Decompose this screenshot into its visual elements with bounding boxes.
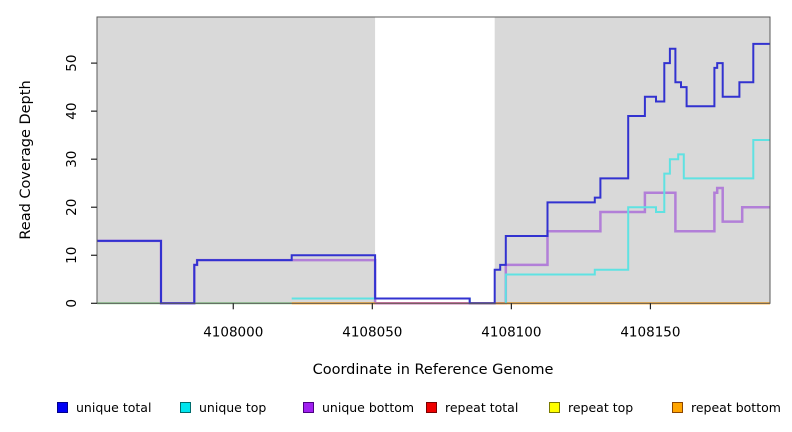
y-tick-label: 50 xyxy=(64,55,80,72)
legend-swatch-icon xyxy=(57,402,68,413)
legend-item-repeat-top: repeat top xyxy=(549,400,633,415)
x-tick-label: 4108000 xyxy=(203,324,263,340)
x-axis-label: Coordinate in Reference Genome xyxy=(312,362,554,378)
x-tick-label: 4108150 xyxy=(620,324,680,340)
legend-label: unique top xyxy=(199,400,267,415)
y-tick-label: 40 xyxy=(64,103,80,120)
legend-swatch-icon xyxy=(426,402,437,413)
gap-band xyxy=(375,17,495,304)
legend-swatch-icon xyxy=(672,402,683,413)
legend-item-repeat-total: repeat total xyxy=(426,400,518,415)
y-axis-label: Read Coverage Depth xyxy=(18,80,34,240)
legend-item-unique-total: unique total xyxy=(57,400,151,415)
legend-item-repeat-bottom: repeat bottom xyxy=(672,400,781,415)
x-tick-label: 4108100 xyxy=(481,324,541,340)
x-tick-label: 4108050 xyxy=(342,324,402,340)
series-line-unique-top xyxy=(504,139,770,304)
legend-label: repeat top xyxy=(568,400,634,415)
plot-border xyxy=(96,16,771,304)
legend-label: repeat bottom xyxy=(691,400,781,415)
y-tick-label: 10 xyxy=(64,247,80,264)
legend-label: unique bottom xyxy=(322,400,415,415)
chart-canvas: 4108000 4108050 4108100 4108150 0 10 20 30 40 50 xyxy=(64,16,771,340)
legend-item-unique-top: unique top xyxy=(180,400,266,415)
legend-label: repeat total xyxy=(445,400,519,415)
y-tick-label: 0 xyxy=(64,299,80,308)
series-line-unique-total xyxy=(97,42,770,305)
legend-item-unique-bottom: unique bottom xyxy=(303,400,414,415)
legend-swatch-icon xyxy=(180,402,191,413)
y-tick-label: 30 xyxy=(64,151,80,168)
y-tick-label: 20 xyxy=(64,199,80,216)
legend-swatch-icon xyxy=(549,402,560,413)
legend-swatch-icon xyxy=(303,402,314,413)
legend-label: unique total xyxy=(76,400,152,415)
